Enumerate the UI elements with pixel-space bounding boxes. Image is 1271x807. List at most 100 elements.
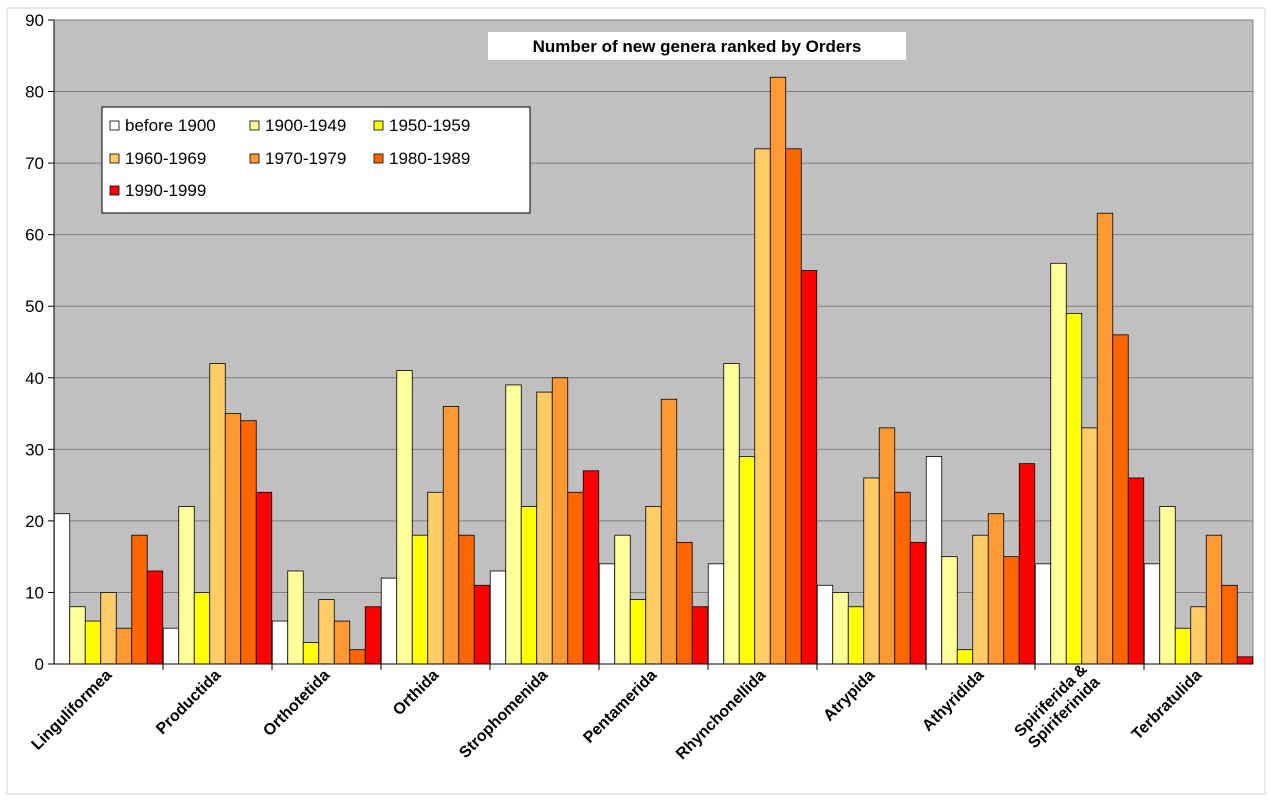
bar [925,456,943,665]
legend-box [101,106,531,214]
bars [53,76,1254,665]
legend: before 1900 1900-1949 1950-1959 1960-1969 19… [101,106,531,214]
bar [505,384,522,665]
bar [614,534,631,665]
bar [411,534,429,665]
y-tick-label: 0 [35,655,44,674]
bar [1127,477,1145,665]
bar [364,606,382,665]
bar [1096,212,1114,665]
legend-swatch [249,153,260,164]
bar [287,570,304,665]
bar [178,506,195,665]
axes: 0 10 20 30 40 50 60 70 80 90 [25,11,1253,674]
bar [1159,506,1176,665]
bar [909,541,927,665]
legend-swatch [373,153,384,164]
bar [723,363,740,665]
bar [53,513,71,665]
legend-label: 1990-1999 [125,181,206,200]
legend-label: 1980-1989 [389,149,470,168]
bar [863,477,880,665]
bar [847,606,865,665]
bar [318,599,335,665]
bar [396,370,413,665]
bar [1034,563,1052,665]
bar [162,627,180,665]
bar [769,76,787,665]
bar [816,584,834,665]
bar [1050,262,1067,665]
y-tick-label: 70 [25,154,44,173]
bar [582,470,600,665]
bar [473,584,491,665]
bar [987,513,1005,665]
y-tick-label: 40 [25,369,44,388]
bar [255,491,273,665]
chart-title-box: Number of new genera ranked by Orders [488,32,906,60]
legend-swatch [373,120,384,131]
bar [1003,556,1020,665]
bar [209,363,226,665]
bar [878,427,896,665]
legend-label: before 1900 [125,116,216,135]
bar [941,556,958,665]
bar [894,491,911,665]
bar [193,592,211,665]
bar [536,391,553,665]
y-tick-label: 80 [25,83,44,102]
bar [629,599,647,665]
bar [754,148,771,665]
bar [1112,334,1129,665]
bar [349,649,366,665]
bar [224,413,242,665]
bar [551,377,569,665]
bar [676,541,693,665]
bar [380,577,398,665]
bar [1174,627,1192,665]
bar [271,620,289,665]
bar [785,148,802,665]
y-tick-label: 20 [25,512,44,531]
y-tick-label: 10 [25,583,44,602]
y-tick-label: 60 [25,226,44,245]
bar [69,606,86,665]
bar [832,592,849,665]
bar [333,620,351,665]
bar [1143,563,1161,665]
bar [100,592,117,665]
bar [489,570,507,665]
legend-swatch [109,153,120,164]
bar [645,506,662,665]
bar [691,606,709,665]
bar [1065,312,1083,665]
bar [84,620,102,665]
legend-label: 1950-1959 [389,116,470,135]
bar [1205,534,1223,665]
bar [1221,584,1238,665]
bar [240,420,257,665]
bar [567,491,584,665]
bar [1236,656,1254,665]
legend-label: 1900-1949 [265,116,346,135]
bar [738,456,756,665]
bar [660,398,678,665]
bar [800,270,818,665]
bar [1081,427,1098,665]
bar [442,405,460,665]
bar [707,563,725,665]
bar [598,563,616,665]
legend-swatch [109,185,120,196]
bar [146,570,164,665]
bar [1018,463,1036,665]
y-tick-label: 30 [25,440,44,459]
y-tick-label: 50 [25,297,44,316]
legend-swatch [109,120,120,131]
legend-swatch [249,120,260,131]
bar [427,491,444,665]
bar [956,649,974,665]
bar [1190,606,1207,665]
bar [131,534,148,665]
